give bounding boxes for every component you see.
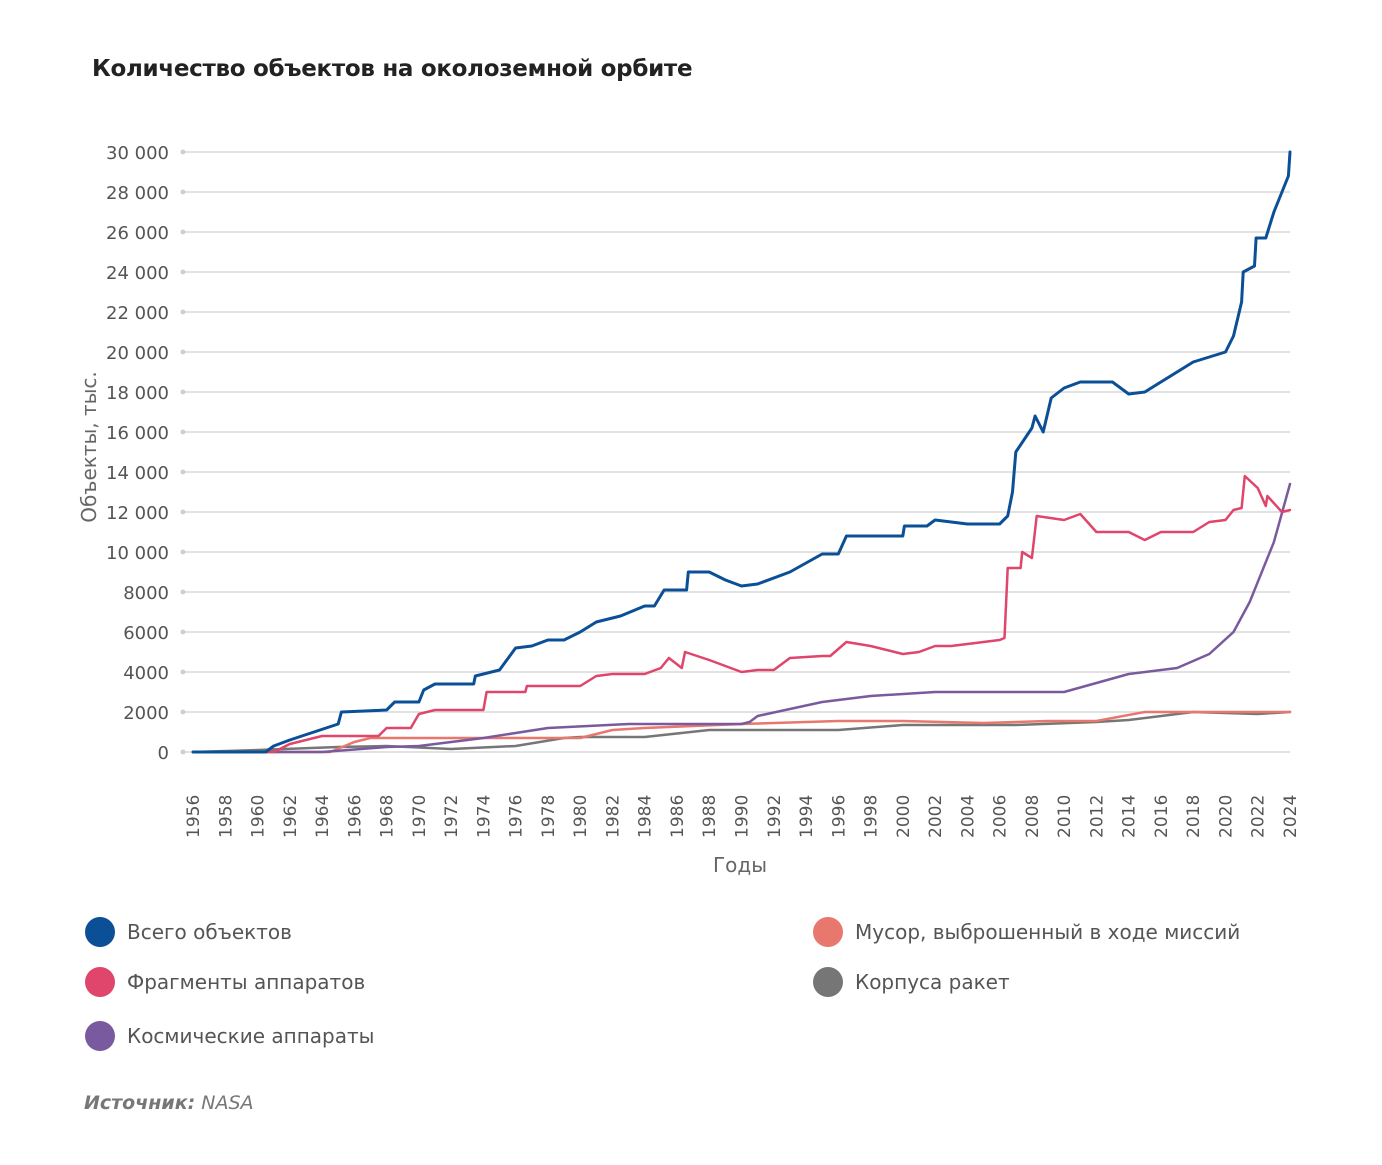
x-tick-label: 1956 xyxy=(184,795,204,838)
legend-item-total: Всего объектов xyxy=(85,917,292,947)
tick-dot xyxy=(180,269,186,275)
x-tick-label: 1986 xyxy=(668,795,688,838)
gridlines xyxy=(180,149,1290,755)
tick-dot xyxy=(180,549,186,555)
x-tick-label: 2012 xyxy=(1087,795,1107,838)
x-tick-label: 1978 xyxy=(539,795,559,838)
source-label: Источник: xyxy=(84,1092,196,1114)
y-tick-label: 20 000 xyxy=(106,343,169,364)
series-lines xyxy=(191,150,1292,754)
x-tick-label: 1974 xyxy=(474,795,494,838)
tick-dot xyxy=(180,309,186,315)
y-axis-ticks: 0 2000 4000 6000 8000 10 000 12 000 14 000 16 00… xyxy=(106,143,169,764)
y-tick-label: 16 000 xyxy=(106,423,169,444)
y-tick-label: 6000 xyxy=(123,623,169,644)
tick-dot xyxy=(180,189,186,195)
tick-dot xyxy=(180,469,186,475)
x-tick-label: 1970 xyxy=(410,795,430,838)
y-tick-label: 28 000 xyxy=(106,183,169,204)
x-tick-label: 1960 xyxy=(249,795,269,838)
x-tick-label: 1996 xyxy=(829,795,849,838)
x-tick-label: 1980 xyxy=(571,795,591,838)
x-tick-label: 2004 xyxy=(958,795,978,838)
x-tick-label: 1966 xyxy=(345,795,365,838)
y-tick-label: 18 000 xyxy=(106,383,169,404)
source-note: Источник: NASA xyxy=(84,1092,254,1114)
legend-item-rocket-bodies: Корпуса ракет xyxy=(813,967,1010,997)
legend-swatch xyxy=(813,967,843,997)
x-tick-label: 1994 xyxy=(797,795,817,838)
y-tick-label: 12 000 xyxy=(106,503,169,524)
x-tick-label: 1976 xyxy=(507,795,527,838)
y-tick-label: 0 xyxy=(158,743,169,764)
tick-dot xyxy=(180,349,186,355)
legend-label: Фрагменты аппаратов xyxy=(127,970,366,994)
x-axis-label: Годы xyxy=(713,853,767,877)
legend-swatch xyxy=(85,917,115,947)
tick-dot xyxy=(180,749,186,755)
x-tick-label: 1998 xyxy=(862,795,882,838)
x-tick-label: 2000 xyxy=(894,795,914,838)
x-tick-label: 1988 xyxy=(700,795,720,838)
legend-swatch xyxy=(813,917,843,947)
x-tick-label: 1992 xyxy=(765,795,785,838)
x-axis-ticks: 1956 1958 1960 1962 1964 1966 1968 1970 1972 1974… xyxy=(184,795,1301,838)
x-tick-label: 1962 xyxy=(281,795,301,838)
x-tick-label: 2008 xyxy=(1023,795,1043,838)
series-line-2 xyxy=(191,482,1292,754)
tick-dot xyxy=(180,389,186,395)
x-tick-label: 1990 xyxy=(733,795,753,838)
y-tick-label: 22 000 xyxy=(106,303,169,324)
series-line-0 xyxy=(191,150,1292,754)
x-tick-label: 2010 xyxy=(1055,795,1075,838)
tick-dot xyxy=(180,149,186,155)
x-tick-label: 1964 xyxy=(313,795,333,838)
legend-label: Мусор, выброшенный в ходе миссий xyxy=(855,920,1241,944)
y-tick-label: 30 000 xyxy=(106,143,169,164)
x-tick-label: 2014 xyxy=(1120,795,1140,838)
x-tick-label: 1968 xyxy=(378,795,398,838)
y-tick-label: 26 000 xyxy=(106,223,169,244)
x-tick-label: 2016 xyxy=(1152,795,1172,838)
x-tick-label: 1972 xyxy=(442,795,462,838)
series-line-1 xyxy=(191,474,1292,754)
y-tick-label: 2000 xyxy=(123,703,169,724)
y-tick-label: 24 000 xyxy=(106,263,169,284)
legend-label: Всего объектов xyxy=(127,920,292,944)
tick-dot xyxy=(180,669,186,675)
x-tick-label: 2006 xyxy=(991,795,1011,838)
tick-dot xyxy=(180,429,186,435)
tick-dot xyxy=(180,709,186,715)
x-tick-label: 1984 xyxy=(636,795,656,838)
x-tick-label: 2018 xyxy=(1184,795,1204,838)
y-tick-label: 4000 xyxy=(123,663,169,684)
y-tick-label: 14 000 xyxy=(106,463,169,484)
x-tick-label: 2020 xyxy=(1216,795,1236,838)
x-tick-label: 1982 xyxy=(603,795,623,838)
y-tick-label: 10 000 xyxy=(106,543,169,564)
tick-dot xyxy=(180,509,186,515)
legend-swatch xyxy=(85,967,115,997)
legend-label: Корпуса ракет xyxy=(855,970,1010,994)
line-chart: 0 2000 4000 6000 8000 10 000 12 000 14 000 16 00… xyxy=(77,143,1301,877)
x-tick-label: 2024 xyxy=(1281,795,1301,838)
source-value: NASA xyxy=(201,1092,254,1114)
y-axis-label: Объекты, тыс. xyxy=(77,371,101,523)
x-tick-label: 1958 xyxy=(216,795,236,838)
legend-label: Космические аппараты xyxy=(127,1024,375,1048)
legend-item-mission-debris: Мусор, выброшенный в ходе миссий xyxy=(813,917,1240,947)
tick-dot xyxy=(180,589,186,595)
legend-swatch xyxy=(85,1021,115,1051)
tick-dot xyxy=(180,229,186,235)
legend-item-spacecraft: Космические аппараты xyxy=(85,1021,374,1051)
series-line-4 xyxy=(191,710,1292,754)
tick-dot xyxy=(180,629,186,635)
x-tick-label: 2002 xyxy=(926,795,946,838)
legend-item-fragments: Фрагменты аппаратов xyxy=(85,967,365,997)
x-tick-label: 2022 xyxy=(1249,795,1269,838)
chart-title: Количество объектов на околоземной орбит… xyxy=(92,56,693,82)
y-tick-label: 8000 xyxy=(123,583,169,604)
